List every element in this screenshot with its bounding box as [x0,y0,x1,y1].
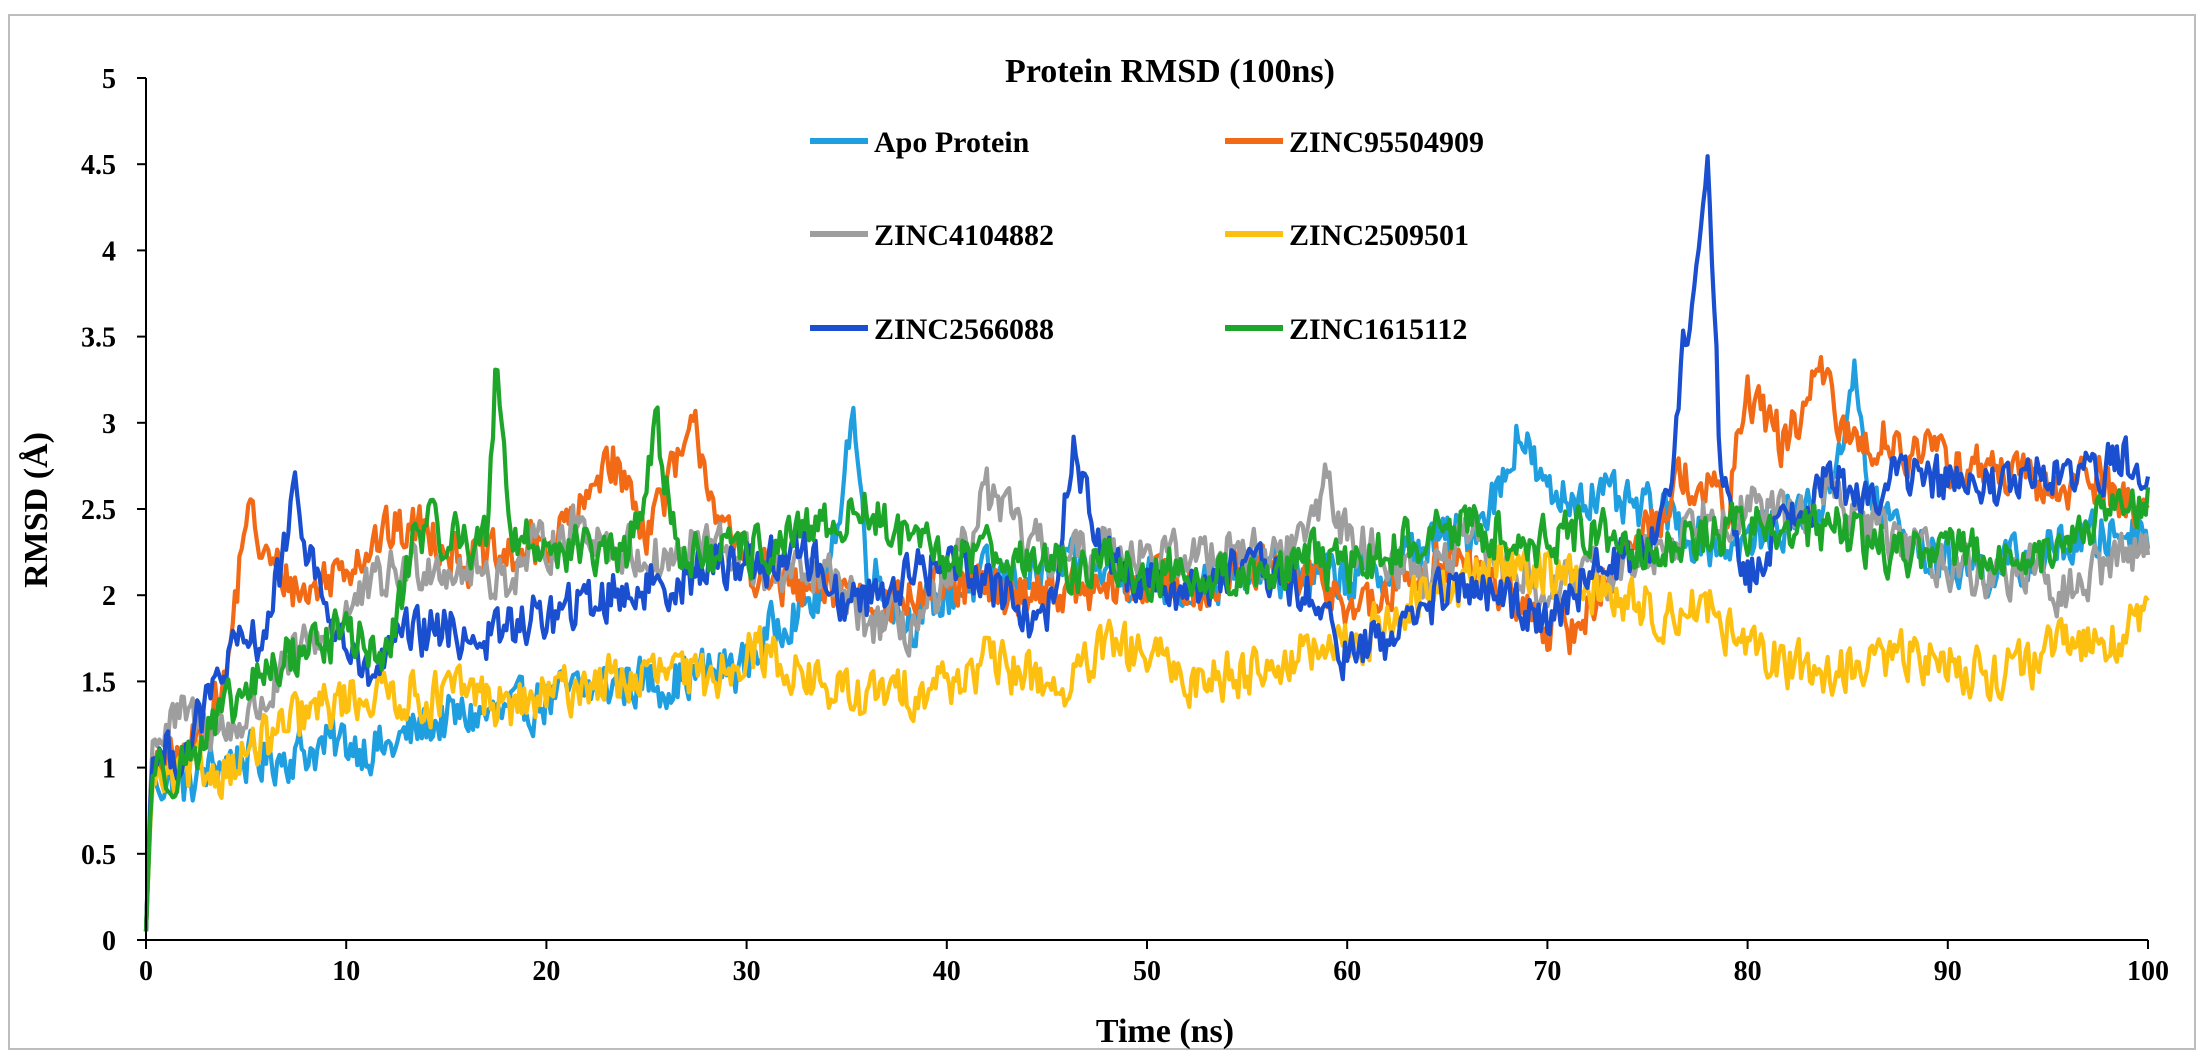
x-tick-label: 40 [933,956,961,987]
legend-label: ZINC1615112 [1289,313,1467,346]
x-tick-label: 60 [1333,956,1361,987]
x-tick-label: 50 [1133,956,1161,987]
y-tick-label: 3.5 [81,323,116,354]
legend-label: ZINC4104882 [874,219,1054,252]
series-line-zinc1615112 [143,367,2151,932]
series-line-zinc2566088 [143,154,2151,932]
y-tick-label: 0.5 [81,840,116,871]
legend-label: ZINC2566088 [874,313,1054,346]
x-tick-label: 20 [532,956,560,987]
x-tick-label: 10 [332,956,360,987]
y-tick-label: 1.5 [81,667,116,698]
series-line-apo-protein [143,358,2151,932]
y-tick-label: 2.5 [81,495,116,526]
y-tick-label: 3 [102,409,116,440]
legend-label: ZINC95504909 [1289,126,1484,159]
x-tick-label: 90 [1934,956,1962,987]
legend: Apo Protein ZINC95504909 ZINC4104882 ZINC25… [810,126,1484,346]
ticks-layer: 0 10 20 30 40 50 60 70 80 90 100 0 0.5 1 1.5 2 2.5 3 3.5 4 4… [81,64,2169,987]
legend-label: ZINC2509501 [1289,219,1469,252]
y-tick-label: 4.5 [81,150,116,181]
y-tick-label: 1 [102,754,116,785]
series-layer [143,154,2151,932]
x-tick-label: 70 [1533,956,1561,987]
series-line-zinc2509501 [143,543,2150,932]
y-tick-label: 2 [102,581,116,612]
chart-title: Protein RMSD (100ns) [1005,53,1335,90]
y-tick-label: 0 [102,926,116,957]
x-tick-label: 100 [2127,956,2169,987]
x-tick-label: 0 [139,956,153,987]
legend-label: Apo Protein [874,126,1030,159]
axes-layer [145,78,2148,941]
x-tick-label: 80 [1734,956,1762,987]
y-tick-label: 5 [102,64,116,95]
y-axis-title: RMSD (Å) [18,432,55,588]
y-tick-label: 4 [102,236,116,267]
x-tick-label: 30 [733,956,761,987]
x-axis-title: Time (ns) [1096,1013,1234,1050]
